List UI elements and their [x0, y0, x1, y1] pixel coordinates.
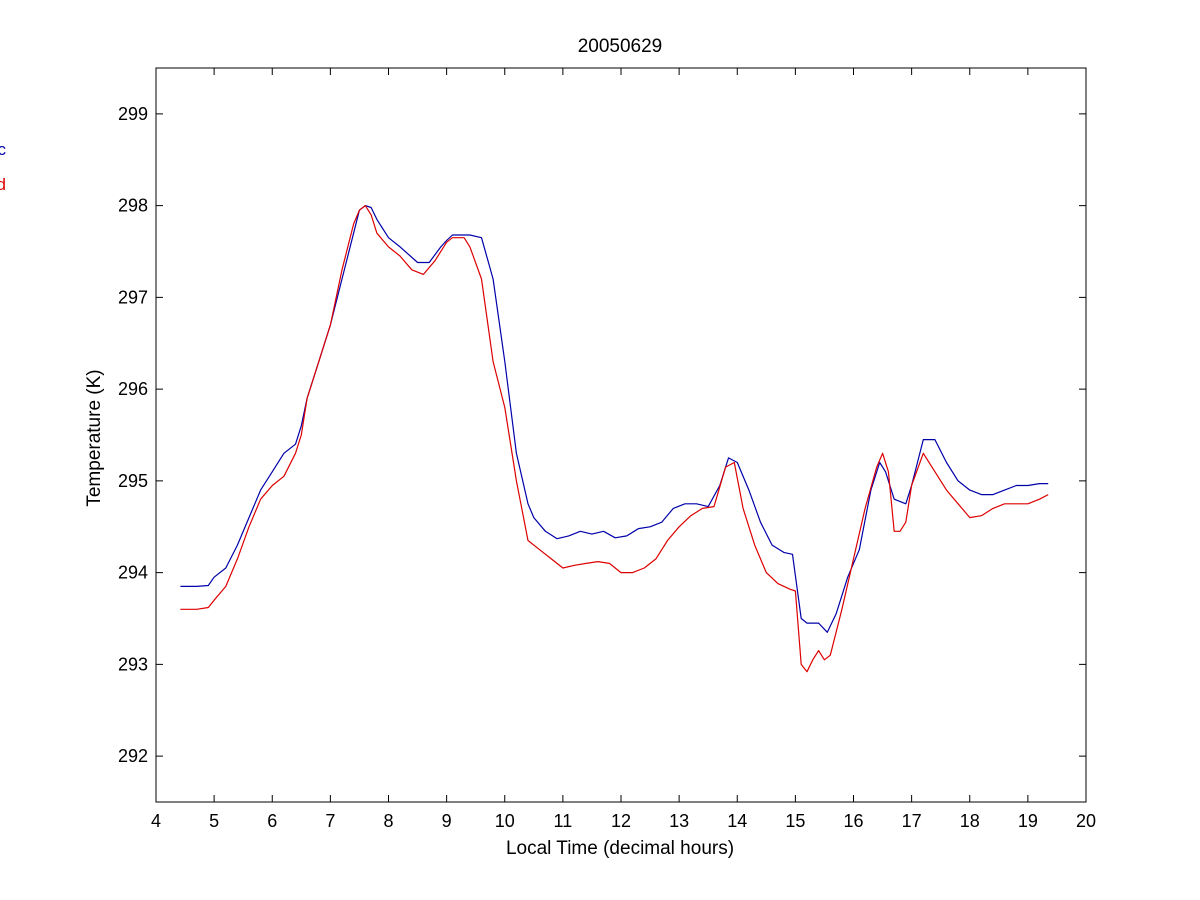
legend-entry-c: c [0, 140, 7, 159]
legend-entry-d: d [0, 175, 6, 194]
x-tick-label: 18 [960, 811, 980, 831]
y-tick-label: 295 [118, 471, 148, 491]
series-line-d [180, 205, 1049, 673]
series-layer [180, 205, 1049, 673]
x-axis-title: Local Time (decimal hours) [506, 838, 734, 859]
y-tick-label: 293 [118, 654, 148, 674]
x-tick-label: 6 [267, 811, 277, 831]
y-tick-label: 296 [118, 379, 148, 399]
y-tick-label: 294 [118, 563, 148, 583]
x-tick-label: 4 [151, 811, 161, 831]
x-tick-label: 17 [902, 811, 922, 831]
ticks-layer: 4 5 6 7 8 9 10 11 12 13 14 15 16 17 18 19 20 292 293 294 295… [118, 68, 1096, 831]
x-tick-label: 20 [1076, 811, 1096, 831]
x-tick-label: 12 [611, 811, 631, 831]
x-tick-label: 14 [727, 811, 747, 831]
x-tick-label: 9 [442, 811, 452, 831]
x-tick-label: 15 [785, 811, 805, 831]
x-tick-label: 13 [669, 811, 689, 831]
y-axis-title: Temperature (K) [84, 369, 105, 506]
y-tick-label: 299 [118, 104, 148, 124]
x-tick-label: 8 [383, 811, 393, 831]
x-tick-label: 7 [325, 811, 335, 831]
x-tick-label: 10 [495, 811, 515, 831]
y-tick-label: 297 [118, 287, 148, 307]
chart-title: 20050629 [578, 36, 663, 57]
x-tick-label: 5 [209, 811, 219, 831]
x-tick-label: 11 [554, 811, 573, 831]
x-tick-label: 19 [1018, 811, 1038, 831]
legend: cd [0, 140, 7, 194]
x-tick-label: 16 [843, 811, 863, 831]
y-tick-label: 298 [118, 196, 148, 216]
plot-area-frame [155, 67, 1087, 803]
y-tick-label: 292 [118, 746, 148, 766]
